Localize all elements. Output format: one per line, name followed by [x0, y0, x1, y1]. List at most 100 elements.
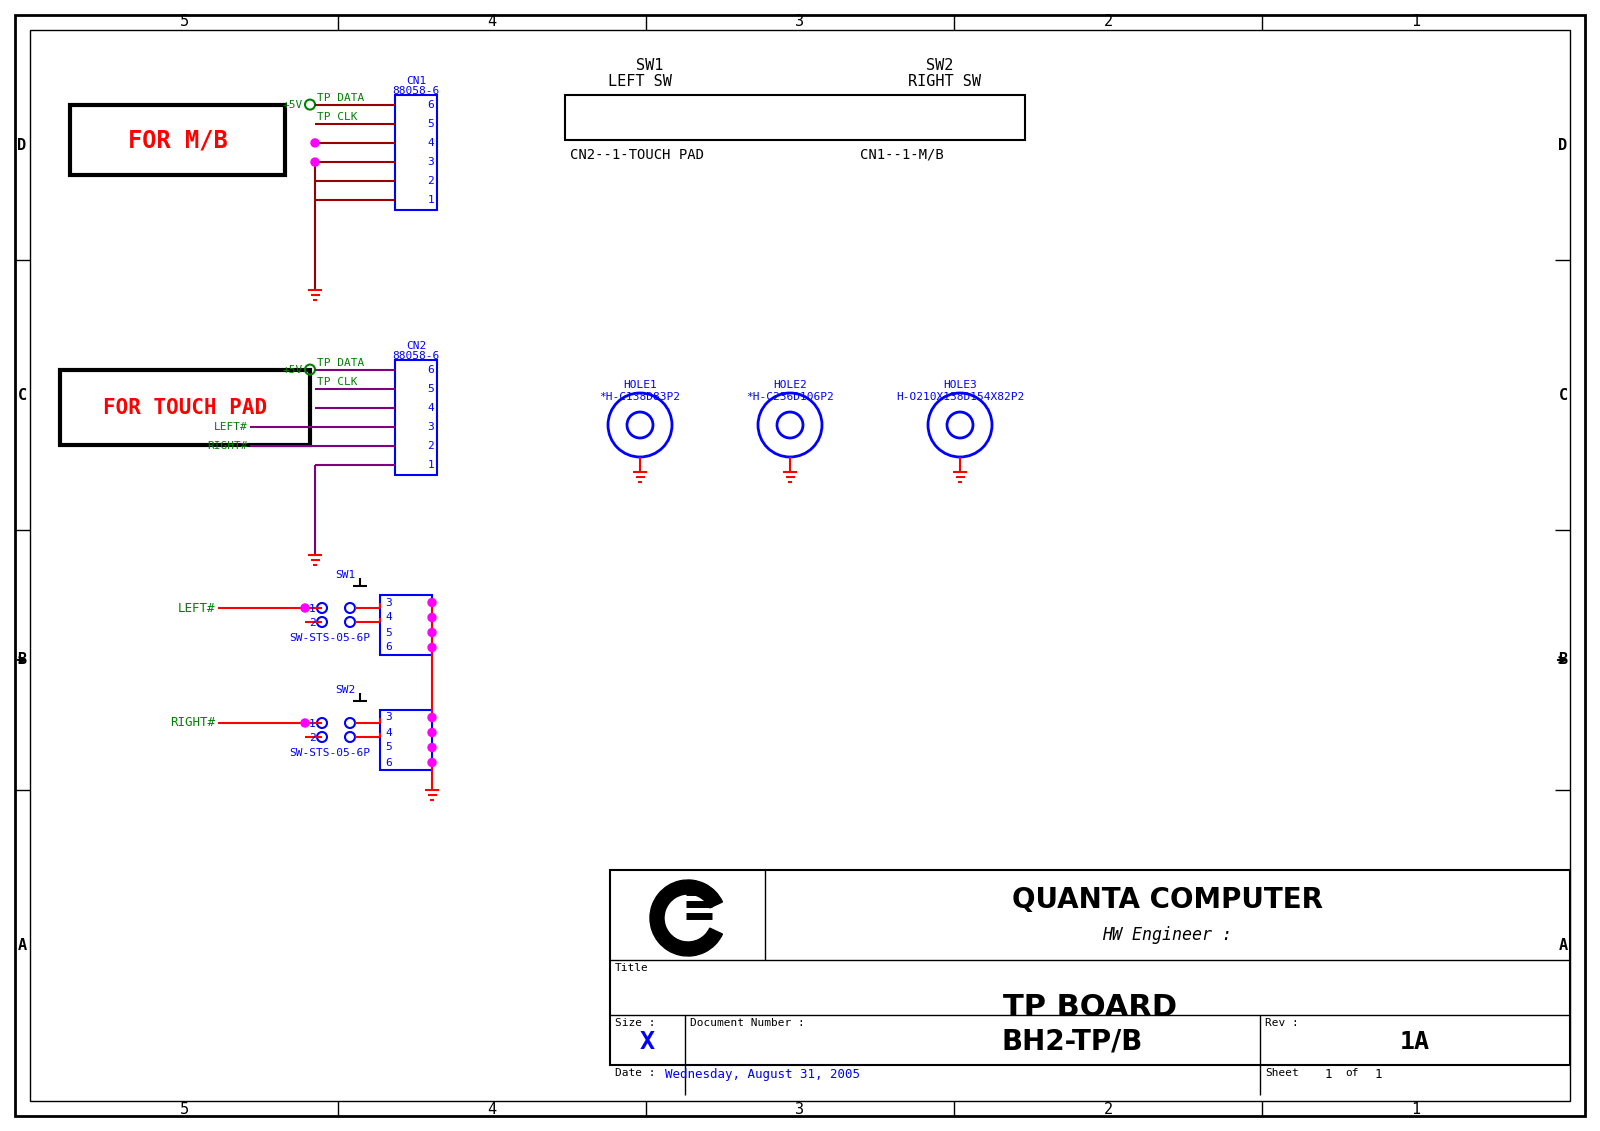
Circle shape	[429, 728, 435, 736]
Text: 2: 2	[427, 441, 434, 451]
Text: A: A	[18, 938, 27, 953]
Text: 5: 5	[179, 1102, 189, 1116]
Text: Size :: Size :	[614, 1018, 656, 1028]
Circle shape	[429, 644, 435, 651]
Text: 88058-6: 88058-6	[392, 351, 440, 361]
Text: CN1: CN1	[406, 76, 426, 86]
Text: 3: 3	[386, 597, 392, 607]
Text: CN2--1-TOUCH PAD: CN2--1-TOUCH PAD	[570, 148, 704, 162]
Text: TP BOARD: TP BOARD	[1003, 993, 1178, 1022]
Text: 3: 3	[427, 157, 434, 167]
Circle shape	[301, 719, 309, 727]
Text: HW Engineer :: HW Engineer :	[1102, 926, 1232, 944]
Bar	[565, 95, 1026, 140]
Text: 1: 1	[427, 460, 434, 470]
Text: Document Number :: Document Number :	[690, 1018, 805, 1028]
Text: TP DATA: TP DATA	[317, 357, 365, 368]
Text: TP CLK: TP CLK	[317, 112, 357, 122]
Circle shape	[310, 158, 318, 166]
Text: D: D	[18, 138, 27, 153]
Text: 2: 2	[1104, 1102, 1112, 1116]
Text: 2: 2	[1104, 15, 1112, 29]
Text: 6: 6	[386, 642, 392, 653]
Text: SW1: SW1	[637, 58, 664, 72]
Text: Wednesday, August 31, 2005: Wednesday, August 31, 2005	[666, 1068, 861, 1081]
Text: 6: 6	[386, 758, 392, 768]
Circle shape	[429, 759, 435, 767]
Text: 1: 1	[1411, 15, 1421, 29]
Bar	[61, 370, 310, 444]
Text: 1: 1	[1325, 1068, 1333, 1081]
Text: Sheet: Sheet	[1266, 1068, 1299, 1078]
Text: of: of	[1346, 1068, 1358, 1078]
Text: 5: 5	[386, 628, 392, 638]
Text: SW2: SW2	[334, 685, 355, 696]
Text: +5V: +5V	[283, 100, 302, 110]
Text: D: D	[1558, 138, 1568, 153]
Text: 3: 3	[386, 713, 392, 723]
Text: 2: 2	[309, 618, 315, 628]
Text: 1: 1	[427, 196, 434, 206]
Circle shape	[429, 629, 435, 637]
Bar	[395, 360, 437, 475]
Text: SW-STS-05-6P: SW-STS-05-6P	[290, 748, 371, 758]
Text: 3: 3	[795, 15, 805, 29]
Text: A: A	[1558, 938, 1568, 953]
Text: X: X	[640, 1030, 654, 1054]
Text: 1: 1	[1411, 1102, 1421, 1116]
Text: 1: 1	[1374, 1068, 1382, 1081]
Text: SW1: SW1	[334, 570, 355, 580]
Wedge shape	[650, 880, 723, 956]
Bar	[610, 870, 1570, 1065]
Text: 4: 4	[427, 138, 434, 148]
Text: 4: 4	[386, 727, 392, 737]
Text: H-O210X138D154X82P2: H-O210X138D154X82P2	[896, 392, 1024, 402]
Text: SW2: SW2	[926, 58, 954, 72]
Text: 1A: 1A	[1400, 1030, 1430, 1054]
Text: 3: 3	[427, 422, 434, 432]
Text: +5V: +5V	[283, 364, 302, 374]
Text: HOLE2: HOLE2	[773, 380, 806, 390]
Text: 2: 2	[309, 733, 315, 743]
Text: 2: 2	[427, 176, 434, 187]
Circle shape	[301, 604, 309, 612]
Text: 1: 1	[309, 719, 315, 729]
Text: B: B	[18, 653, 27, 667]
Text: B: B	[1558, 653, 1568, 667]
Text: Rev :: Rev :	[1266, 1018, 1299, 1028]
Text: 6: 6	[427, 364, 434, 374]
Text: 4: 4	[386, 613, 392, 622]
Text: LEFT#: LEFT#	[214, 422, 248, 432]
Text: FOR M/B: FOR M/B	[128, 128, 227, 152]
Circle shape	[429, 598, 435, 606]
Text: Title: Title	[614, 962, 648, 973]
Text: SW-STS-05-6P: SW-STS-05-6P	[290, 633, 371, 644]
Bar	[381, 595, 432, 655]
Text: 5: 5	[427, 383, 434, 394]
Text: HOLE3: HOLE3	[942, 380, 978, 390]
Text: 1: 1	[309, 604, 315, 614]
Text: 6: 6	[427, 100, 434, 110]
Text: *H-C138D83P2: *H-C138D83P2	[600, 392, 680, 402]
Text: 5: 5	[427, 119, 434, 129]
Text: 5: 5	[179, 15, 189, 29]
Text: 4: 4	[427, 403, 434, 413]
Text: RIGHT SW: RIGHT SW	[909, 75, 981, 89]
Text: FOR TOUCH PAD: FOR TOUCH PAD	[102, 397, 267, 417]
Text: C: C	[1558, 388, 1568, 403]
Text: *H-C236D106P2: *H-C236D106P2	[746, 392, 834, 402]
Text: TP DATA: TP DATA	[317, 93, 365, 103]
Text: CN2: CN2	[406, 342, 426, 351]
Text: RIGHT#: RIGHT#	[170, 717, 214, 729]
Text: TP CLK: TP CLK	[317, 377, 357, 387]
Circle shape	[429, 743, 435, 751]
Text: QUANTA COMPUTER: QUANTA COMPUTER	[1013, 886, 1323, 914]
Text: 4: 4	[488, 1102, 496, 1116]
Circle shape	[429, 613, 435, 622]
Text: HOLE1: HOLE1	[622, 380, 658, 390]
Text: Date :: Date :	[614, 1068, 656, 1078]
Text: CN1--1-M/B: CN1--1-M/B	[861, 148, 944, 162]
Bar	[395, 95, 437, 210]
Text: 5: 5	[386, 742, 392, 752]
Bar	[381, 710, 432, 770]
